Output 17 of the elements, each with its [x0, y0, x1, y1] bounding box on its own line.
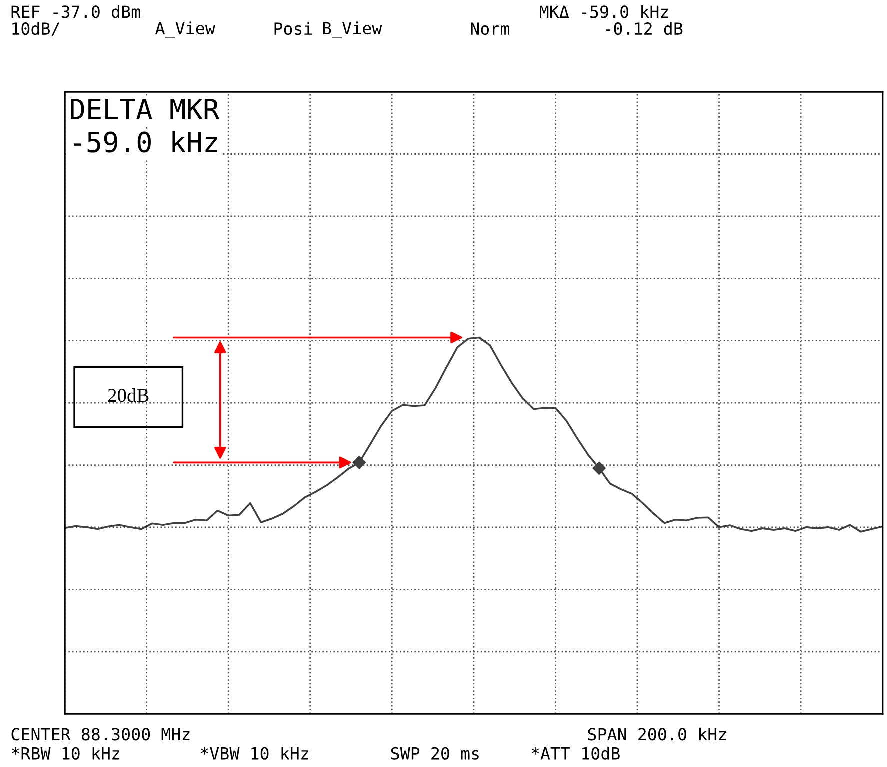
text: *ATT 10dB	[532, 747, 620, 760]
text: DELTA MKR	[71, 99, 220, 120]
text: MKΔ -59.0 kHz	[540, 5, 668, 18]
text: *RBW 10 kHz	[12, 747, 120, 760]
text: *VBW 10 kHz	[200, 747, 308, 760]
text: CENTER 88.3000 MHz	[12, 728, 190, 741]
text: SWP 20 ms	[391, 747, 479, 760]
text: REF -37.0 dBm	[12, 5, 140, 18]
text: Norm	[471, 22, 510, 36]
text: SPAN 200.0 kHz	[588, 728, 726, 741]
text: Posi	[274, 22, 312, 36]
text: B_View	[323, 22, 382, 38]
text: -59.0 kHz	[74, 131, 218, 153]
annotation: 20dB	[108, 388, 149, 402]
text: 10dB/	[12, 22, 60, 36]
text: -0.12 dB	[606, 22, 683, 36]
text: A_View	[156, 22, 216, 38]
